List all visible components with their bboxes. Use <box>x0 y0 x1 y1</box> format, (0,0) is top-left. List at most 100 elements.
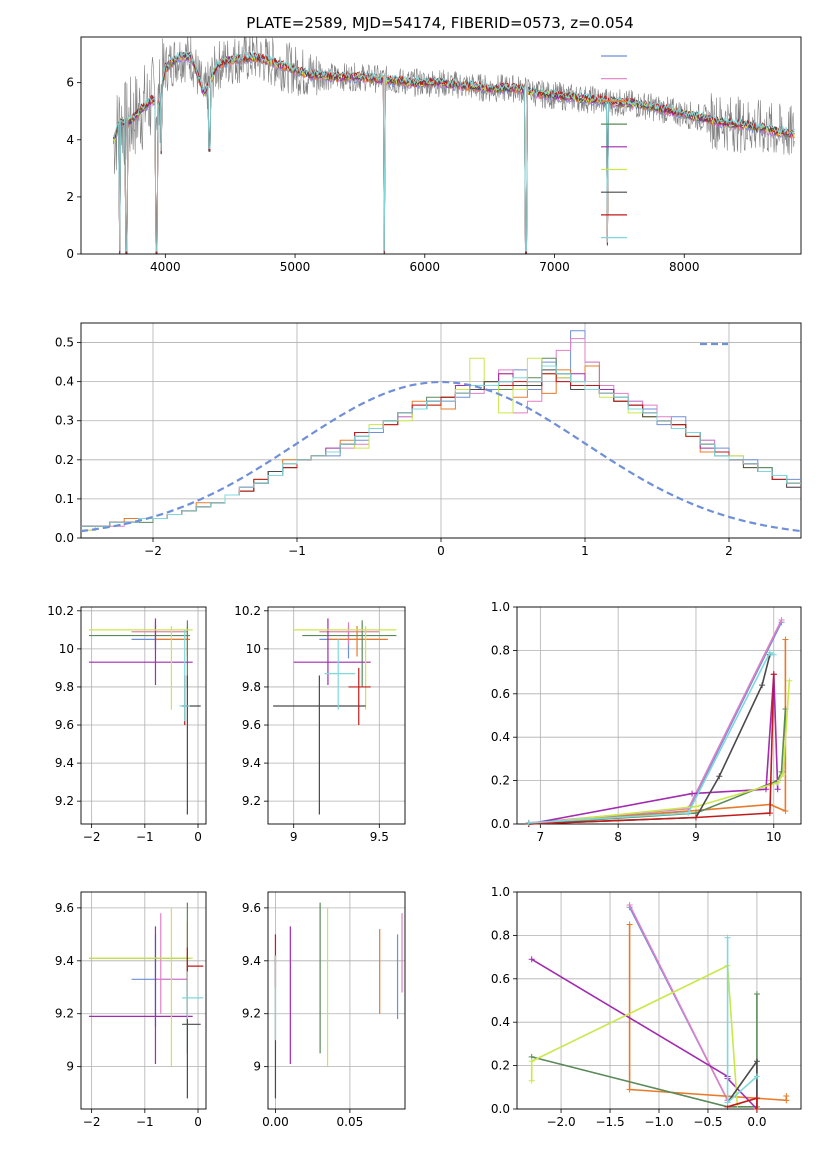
weight-marker <box>753 1095 760 1102</box>
y-tick-label: 10.2 <box>47 604 74 618</box>
weight-marker <box>685 810 692 817</box>
x-tick-label: 9.5 <box>370 830 389 844</box>
weight-line-salpeter-stelib <box>528 674 775 825</box>
axes-frame <box>80 606 207 825</box>
weight-marker <box>786 677 793 684</box>
weight-marker <box>753 1058 760 1065</box>
weight-marker <box>759 682 766 689</box>
x-tick-label: 0.0 <box>747 1115 766 1129</box>
y-tick-label: 0.8 <box>491 928 510 942</box>
model-spectrum-salpeter-stelib <box>112 51 795 254</box>
weight-line-chabrier-elodie <box>531 994 758 1108</box>
figure-title: PLATE=2589, MJD=54174, FIBERID=0573, z=0… <box>246 14 633 32</box>
x-tick-label: 4000 <box>150 260 181 274</box>
y-tick-label: 0.2 <box>491 774 510 788</box>
weight-marker <box>766 810 773 817</box>
y-tick-label: 4 <box>66 133 74 147</box>
axes-frame <box>267 891 406 1110</box>
axes-frame <box>80 891 207 1110</box>
weight-marker <box>778 617 785 624</box>
x-tick-label: −1 <box>136 1115 154 1129</box>
x-tick-label: −0.5 <box>693 1115 722 1129</box>
y-tick-label: 0.4 <box>491 730 510 744</box>
axes-frame <box>80 36 802 255</box>
y-tick-label: 1.0 <box>491 885 510 899</box>
x-tick-label: 2 <box>725 544 733 558</box>
x-tick-label: 0 <box>194 1115 202 1129</box>
weight-marker <box>525 819 532 826</box>
weight-marker <box>626 902 633 909</box>
y-tick-label: 0.6 <box>491 972 510 986</box>
y-tick-label: 9.6 <box>55 718 74 732</box>
axes-frame <box>80 322 802 539</box>
x-tick-label: −2.0 <box>546 1115 575 1129</box>
y-tick-label: 0.3 <box>55 414 74 428</box>
weight-marker <box>762 786 769 793</box>
mass-vs-ebv-panel: 0.00 0.05 9 9.2 9.4 9.6 <box>242 891 406 1129</box>
y-tick-label: 0.0 <box>491 817 510 831</box>
y-tick-label: 9.6 <box>55 901 74 915</box>
weight-marker <box>780 771 787 778</box>
weight-vs-metallicity-panel: −2.0 −1.5 −1.0 −0.5 0.0 0.0 0.2 0.4 0.6 0.8 1.0 <box>491 885 802 1129</box>
y-tick-label: 9 <box>66 1060 74 1074</box>
y-tick-label: 0.0 <box>491 1102 510 1116</box>
weight-line-kroupa-stelib <box>528 651 775 824</box>
mass-vs-metallicity-panel: −2 −1 0 9 9.2 9.4 9.6 <box>55 891 207 1129</box>
weight-marker <box>753 1106 760 1112</box>
y-tick-label: 9.6 <box>242 901 261 915</box>
weight-marker <box>782 807 789 814</box>
spectrum-panel: 4000 5000 6000 7000 8000 0 2 4 6 <box>66 36 802 274</box>
weight-line-salpeter-miles <box>628 904 729 1101</box>
weight-marker <box>724 1099 731 1106</box>
y-tick-label: 0.2 <box>491 1059 510 1073</box>
y-tick-label: 9.2 <box>242 1007 261 1021</box>
weight-marker <box>770 671 777 678</box>
x-tick-label: 1 <box>581 544 589 558</box>
y-tick-label: 0.6 <box>491 687 510 701</box>
y-tick-label: 0.4 <box>55 375 74 389</box>
age-vs-mass-panel: 9 9.5 9.2 9.4 9.6 9.8 10 10.2 <box>234 604 406 844</box>
y-tick-label: 9.4 <box>55 756 74 770</box>
weight-marker <box>528 1058 535 1065</box>
x-tick-label: −1 <box>136 830 154 844</box>
y-tick-label: 9.8 <box>55 680 74 694</box>
weight-marker <box>782 636 789 643</box>
weight-marker <box>770 651 777 658</box>
weight-marker <box>528 956 535 963</box>
weight-marker <box>774 779 781 786</box>
y-tick-label: 9.6 <box>242 718 261 732</box>
weight-marker <box>626 1086 633 1093</box>
y-tick-label: 0.2 <box>55 453 74 467</box>
x-tick-label: 0 <box>437 544 445 558</box>
y-tick-label: 0.0 <box>55 531 74 545</box>
x-tick-label: 7 <box>537 830 545 844</box>
x-tick-label: −2 <box>144 544 162 558</box>
y-tick-label: 9.4 <box>242 954 261 968</box>
weight-marker <box>766 649 773 656</box>
x-tick-label: −2 <box>83 830 101 844</box>
normal-distribution-curve <box>80 380 802 533</box>
weight-line-salpeter-elodie <box>531 958 758 1110</box>
weight-line-kroupa-elodie <box>528 680 791 825</box>
model-spectrum-kroupa-stelib <box>113 50 795 252</box>
y-tick-label: 9.4 <box>242 756 261 770</box>
y-tick-label: 10.2 <box>234 604 261 618</box>
histogram-kroupa-stelib <box>81 365 801 527</box>
y-tick-label: 2 <box>66 190 74 204</box>
weight-line-salpeter-elodie <box>528 674 779 825</box>
x-tick-label: 8000 <box>669 260 700 274</box>
x-tick-label: −1.0 <box>644 1115 673 1129</box>
y-tick-label: 0.4 <box>491 1015 510 1029</box>
axes-frame <box>267 606 406 825</box>
y-tick-label: 9.2 <box>55 1007 74 1021</box>
weight-marker <box>724 934 731 941</box>
weight-marker <box>626 921 633 928</box>
weight-line-kroupa-elodie <box>530 964 739 1105</box>
x-tick-label: 0 <box>194 830 202 844</box>
weight-vs-age-panel: 7 8 9 10 0.0 0.2 0.4 0.6 0.8 1.0 <box>491 600 802 844</box>
y-tick-label: 10 <box>246 642 261 656</box>
weight-marker <box>528 1077 535 1084</box>
x-tick-label: 0.00 <box>262 1115 289 1129</box>
x-tick-label: 7000 <box>539 260 570 274</box>
